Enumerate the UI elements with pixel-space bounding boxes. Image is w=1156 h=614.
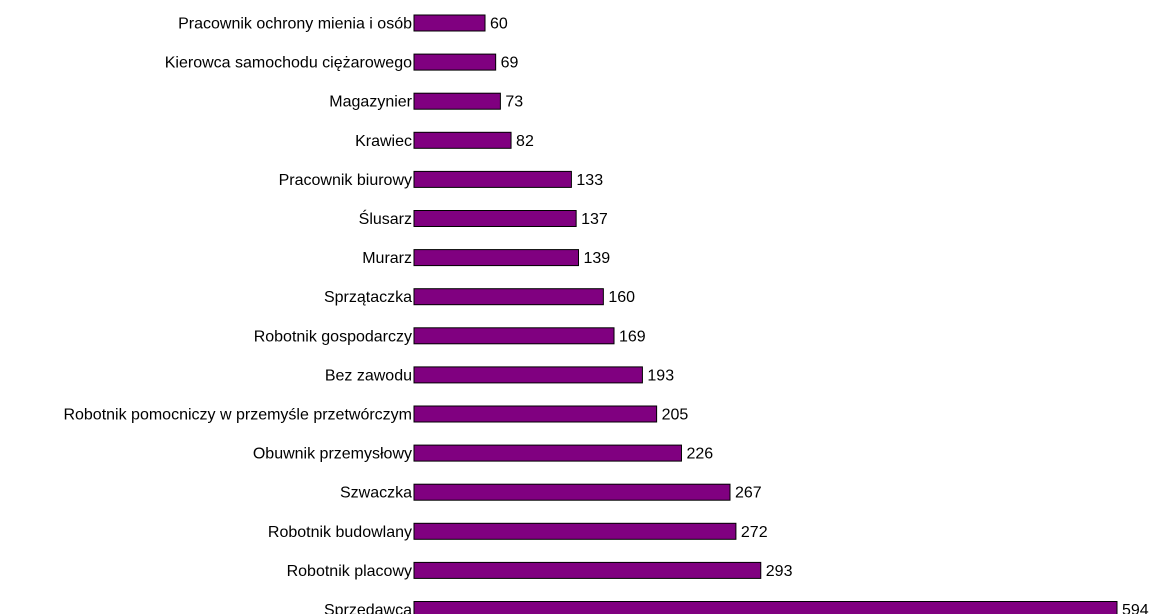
bar-13 bbox=[413, 522, 737, 540]
bar-2 bbox=[413, 92, 501, 110]
bars-group bbox=[413, 14, 1118, 614]
bar-12 bbox=[413, 483, 731, 501]
value-label-7: 160 bbox=[608, 289, 635, 306]
value-label-15: 594 bbox=[1122, 602, 1149, 614]
category-label-11: Obuwnik przemysłowy bbox=[253, 446, 412, 463]
category-label-5: Ślusarz bbox=[359, 209, 412, 228]
category-label-0: Pracownik ochrony mienia i osób bbox=[178, 16, 412, 33]
value-label-8: 169 bbox=[619, 328, 646, 345]
value-label-9: 193 bbox=[647, 367, 674, 384]
value-label-0: 60 bbox=[490, 16, 508, 33]
category-label-14: Robotnik placowy bbox=[287, 563, 412, 580]
category-label-4: Pracownik biurowy bbox=[279, 172, 412, 189]
value-label-3: 82 bbox=[516, 133, 534, 150]
category-label-7: Sprzątaczka bbox=[324, 289, 412, 306]
value-label-2: 73 bbox=[505, 94, 523, 111]
category-label-9: Bez zawodu bbox=[325, 367, 412, 384]
value-label-12: 267 bbox=[735, 485, 762, 502]
category-label-2: Magazynier bbox=[329, 94, 412, 111]
value-label-4: 133 bbox=[576, 172, 603, 189]
category-label-1: Kierowca samochodu ciężarowego bbox=[165, 55, 412, 72]
bar-9 bbox=[413, 366, 643, 384]
category-label-3: Krawiec bbox=[355, 133, 412, 150]
category-label-13: Robotnik budowlany bbox=[268, 524, 412, 541]
bar-14 bbox=[413, 561, 762, 579]
bar-11 bbox=[413, 444, 682, 462]
category-label-15: Sprzedawca bbox=[324, 602, 412, 614]
value-label-6: 139 bbox=[584, 250, 611, 267]
bar-5 bbox=[413, 210, 577, 227]
value-label-14: 293 bbox=[766, 563, 793, 580]
value-labels-group: 60 69 73 82 133 137 139 160 169 193 205 226 267 272 29… bbox=[490, 16, 1149, 614]
bar-3 bbox=[413, 131, 512, 149]
value-label-5: 137 bbox=[581, 211, 608, 228]
category-label-8: Robotnik gospodarczy bbox=[254, 328, 412, 345]
value-label-10: 205 bbox=[662, 407, 689, 424]
bar-6 bbox=[413, 249, 580, 267]
bar-4 bbox=[413, 170, 572, 188]
category-label-10: Robotnik pomocniczy w przemyśle przetwór… bbox=[63, 407, 412, 424]
bar-15 bbox=[413, 601, 1118, 614]
bar-7 bbox=[413, 288, 604, 306]
bar-8 bbox=[413, 327, 615, 345]
bar-10 bbox=[413, 405, 658, 423]
value-label-1: 69 bbox=[501, 55, 519, 72]
category-label-12: Szwaczka bbox=[340, 485, 412, 502]
value-label-11: 226 bbox=[686, 446, 713, 463]
value-label-13: 272 bbox=[741, 524, 768, 541]
category-label-6: Murarz bbox=[362, 250, 412, 267]
category-labels-group: Pracownik ochrony mienia i osób Kierowca … bbox=[63, 16, 412, 614]
bar-0 bbox=[413, 14, 486, 32]
bar-1 bbox=[413, 53, 497, 71]
